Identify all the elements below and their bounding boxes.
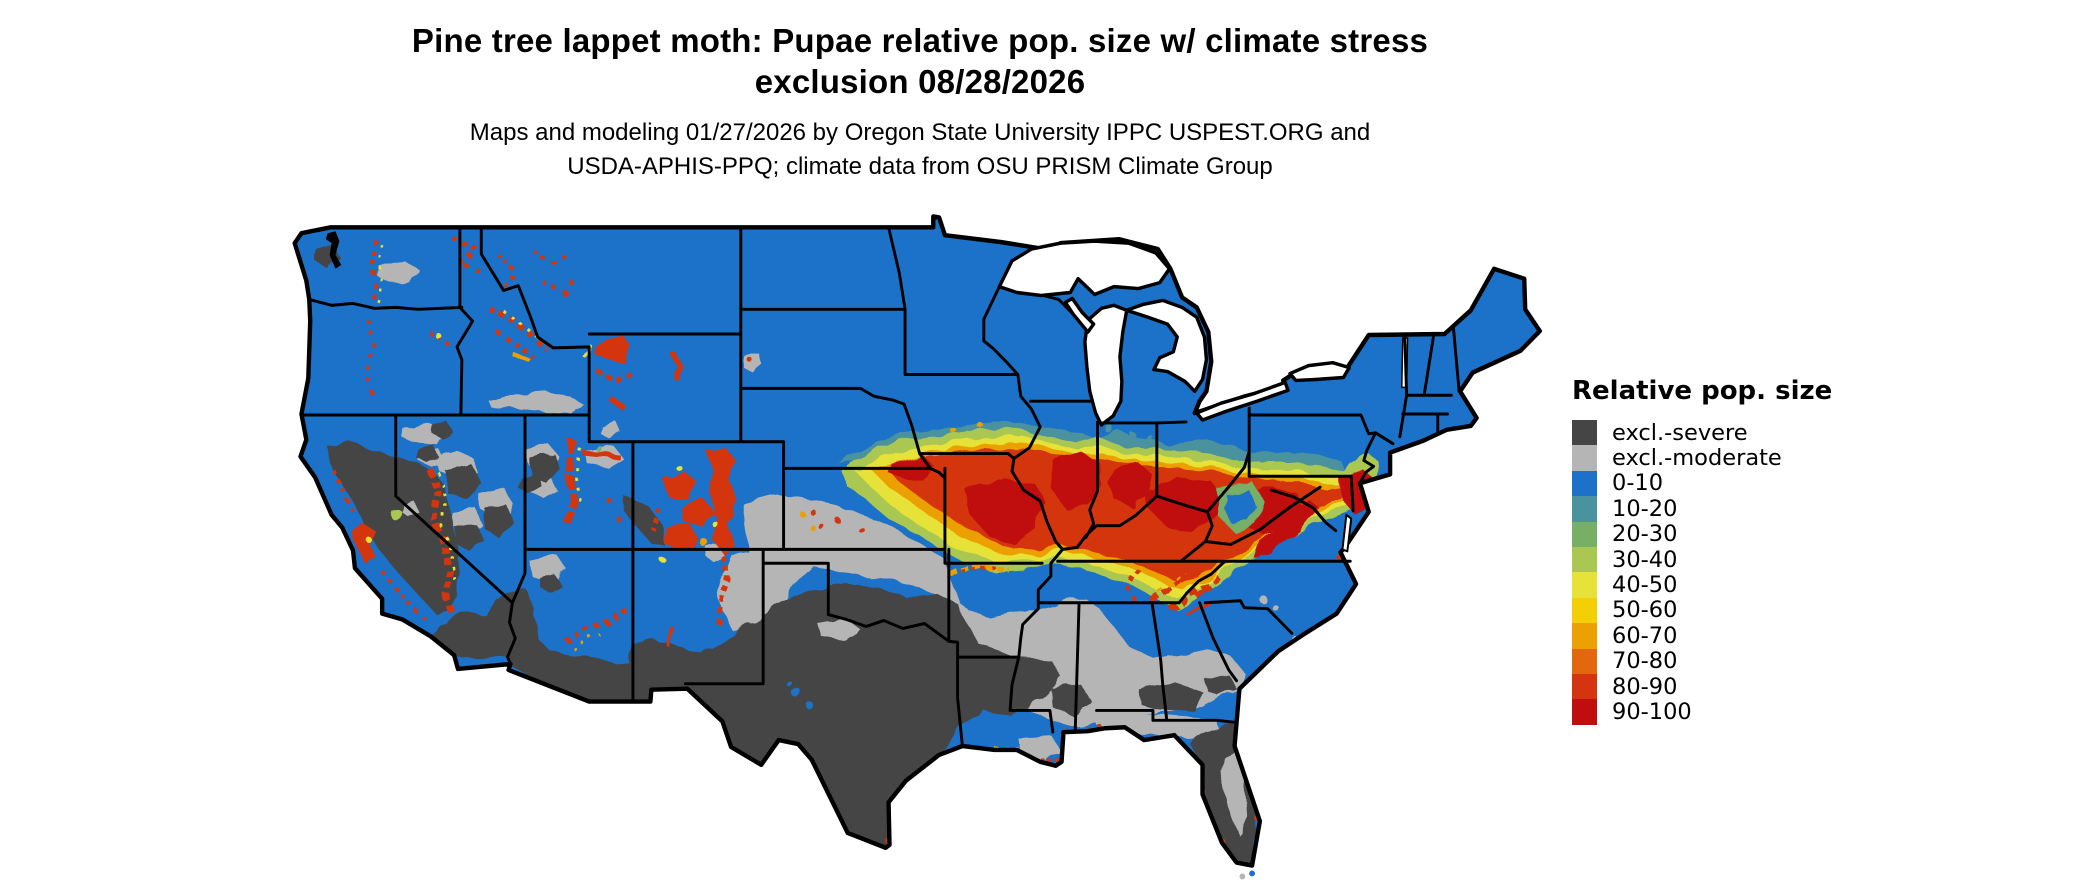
legend-item: 40-50 xyxy=(1572,572,1832,599)
subtitle-line-2: USDA-APHIS-PPQ; climate data from OSU PR… xyxy=(567,153,1273,180)
legend-item-label: 80-90 xyxy=(1612,673,1678,700)
legend-item-label: 50-60 xyxy=(1612,597,1678,624)
lake-superior xyxy=(997,239,1172,298)
figure-header: Pine tree lappet moth: Pupae relative po… xyxy=(0,20,1840,184)
title-line-1: Pine tree lappet moth: Pupae relative po… xyxy=(411,22,1429,59)
legend-item-label: 0-10 xyxy=(1612,470,1664,497)
legend-item-label: 40-50 xyxy=(1612,572,1678,599)
legend-item: excl.-severe xyxy=(1572,419,1832,446)
legend-item: 50-60 xyxy=(1572,597,1832,624)
legend-color-swatch xyxy=(1572,546,1597,573)
legend-title: Relative pop. size xyxy=(1572,376,1833,406)
chesapeake-bay xyxy=(1341,513,1353,553)
legend-item-label: 30-40 xyxy=(1612,546,1678,573)
legend-item: 0-10 xyxy=(1572,470,1832,497)
legend-item: 10-20 xyxy=(1572,495,1832,522)
figure-subtitle: Maps and modeling 01/27/2026 by Oregon S… xyxy=(0,116,1840,184)
legend-item: excl.-moderate xyxy=(1572,445,1832,472)
legend-item: 70-80 xyxy=(1572,648,1832,675)
florida-keys-dot-1 xyxy=(1239,873,1246,880)
legend-item-label: excl.-severe xyxy=(1612,419,1748,446)
legend-color-swatch xyxy=(1572,420,1597,446)
legend-item: 80-90 xyxy=(1572,673,1832,700)
legend-color-swatch xyxy=(1572,699,1597,725)
legend-color-swatch xyxy=(1572,648,1597,674)
title-line-2: exclusion 08/28/2026 xyxy=(754,63,1086,100)
legend-color-swatch xyxy=(1572,572,1597,598)
legend-items: excl.-severe excl.-moderate 0-10 10-20 2… xyxy=(1572,420,1832,725)
legend-item-label: 90-100 xyxy=(1612,699,1692,725)
lake-huron xyxy=(1124,298,1209,394)
lake-ontario xyxy=(1288,360,1351,383)
legend-item: 90-100 xyxy=(1572,699,1832,725)
legend-color-swatch xyxy=(1572,445,1597,471)
great-lakes xyxy=(997,239,1409,553)
legend-color-swatch xyxy=(1572,521,1597,547)
legend: Relative pop. size excl.-severe excl.-mo… xyxy=(1572,376,1832,725)
map-geometry xyxy=(292,214,1542,880)
figure-title: Pine tree lappet moth: Pupae relative po… xyxy=(0,20,1840,102)
legend-color-swatch xyxy=(1572,623,1597,649)
lake-michigan xyxy=(1083,303,1129,427)
florida-keys-dot-2 xyxy=(1249,870,1255,877)
legend-item-label: 60-70 xyxy=(1612,622,1678,649)
legend-item: 20-30 xyxy=(1572,521,1832,548)
legend-item-label: 20-30 xyxy=(1612,521,1678,548)
us-outline xyxy=(292,214,1542,868)
legend-item-label: excl.-moderate xyxy=(1612,445,1782,472)
legend-color-swatch xyxy=(1572,496,1597,522)
legend-item: 30-40 xyxy=(1572,546,1832,573)
puget-sound xyxy=(325,231,342,269)
raster-overlays xyxy=(316,234,1431,865)
legend-color-swatch xyxy=(1572,470,1597,497)
legend-item-label: 70-80 xyxy=(1612,648,1678,675)
legend-color-swatch xyxy=(1572,597,1597,624)
legend-item: 60-70 xyxy=(1572,622,1832,649)
legend-color-swatch xyxy=(1572,673,1597,700)
lake-erie xyxy=(1194,380,1290,422)
legend-item-label: 10-20 xyxy=(1612,495,1678,522)
subtitle-line-1: Maps and modeling 01/27/2026 by Oregon S… xyxy=(469,119,1371,146)
state-borders xyxy=(300,225,1461,748)
